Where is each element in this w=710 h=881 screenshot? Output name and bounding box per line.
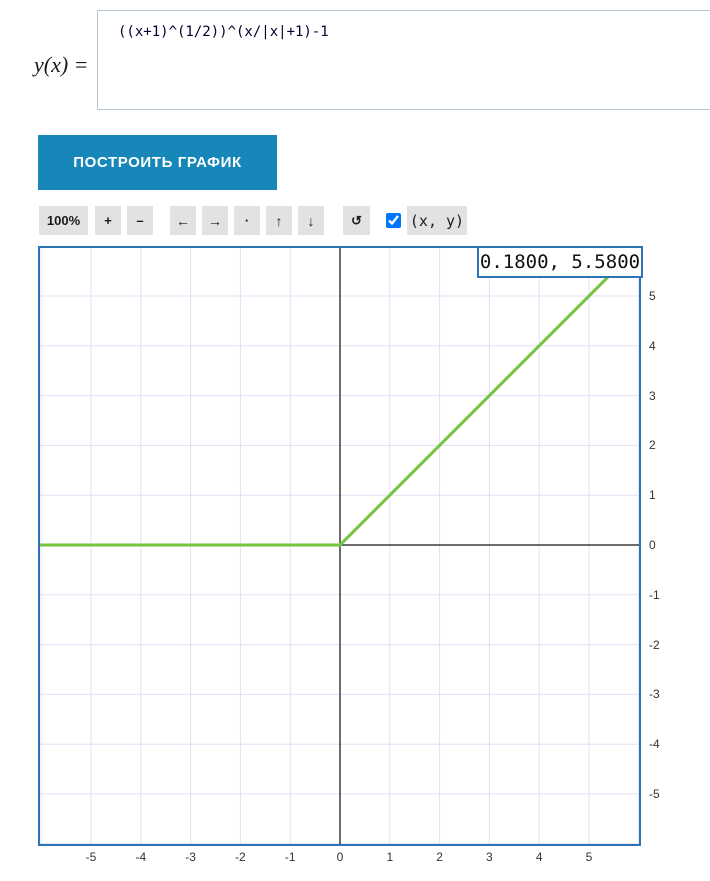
reset-view-button[interactable]: ↺ [343,206,370,235]
pan-left-button[interactable]: ← [170,206,196,235]
x-tick-label: 3 [486,850,493,864]
x-tick-label: -3 [185,850,196,864]
formula-label: y(x) = [34,52,89,77]
y-tick-label: 5 [649,289,656,303]
x-tick-label: -1 [284,850,296,864]
y-tick-label: -5 [649,787,660,801]
zoom-out-button[interactable]: – [127,206,153,235]
zoom-level-button[interactable]: 100% [39,206,88,235]
center-button[interactable]: · [234,206,260,235]
x-tick-label: 4 [535,850,543,864]
function-curve [40,248,639,547]
x-tick-label: 2 [436,850,443,864]
y-tick-label: -2 [649,637,660,652]
y-tick-label: 2 [649,438,656,453]
pan-down-button[interactable]: ↓ [298,206,324,235]
y-tick-label: 3 [649,388,656,403]
graph-toolbar: 100% + – ← → · ↑ ↓ ↺ (x, y) [39,206,467,235]
x-tick-label: -5 [85,850,97,864]
x-tick-label: -2 [235,850,246,864]
coords-readout-text: 0.1800, 5.5800 [479,251,641,273]
y-tick-label: 0 [649,538,656,552]
formula-input[interactable]: ((x+1)^(1/2))^(x/|x|+1)-1 [97,10,710,110]
graph-canvas[interactable] [38,246,641,846]
y-tick-label: -4 [649,737,660,752]
y-tick-label: -3 [649,687,660,702]
y-tick-label: -1 [649,587,660,602]
plot-graph-button[interactable]: ПОСТРОИТЬ ГРАФИК [38,135,277,190]
pan-right-button[interactable]: → [202,206,228,235]
x-tick-label: 5 [585,850,593,864]
plot-svg [40,248,639,844]
coords-readout-box: 0.1800, 5.5800 [477,246,643,278]
coords-toggle-button[interactable]: (x, y) [407,206,467,235]
coords-checkbox[interactable] [386,213,401,228]
x-tick-label: 0 [336,850,344,864]
y-tick-label: 1 [649,488,656,503]
x-tick-label: 1 [386,850,394,864]
pan-up-button[interactable]: ↑ [266,206,292,235]
zoom-in-button[interactable]: + [95,206,121,235]
x-tick-label: -4 [135,850,147,864]
y-tick-label: 4 [649,338,656,353]
